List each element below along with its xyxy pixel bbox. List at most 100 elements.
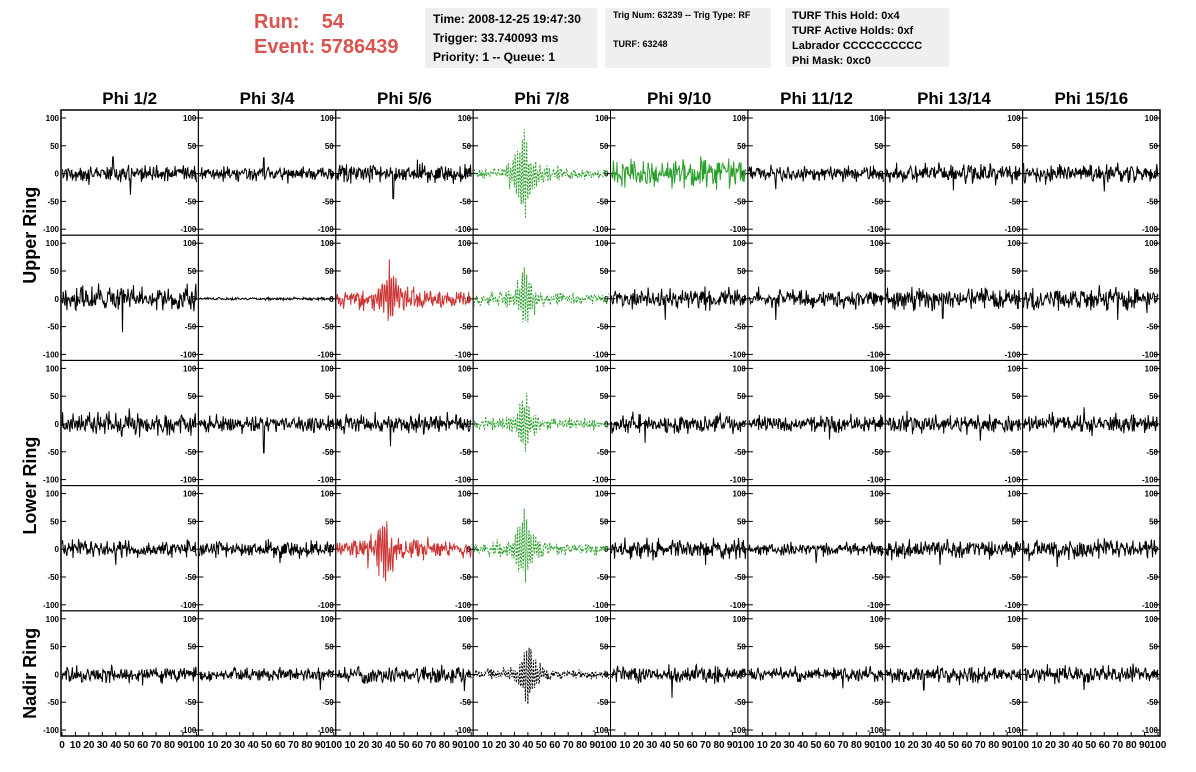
waveform-trace bbox=[61, 538, 197, 565]
x-tick-label: 40 bbox=[385, 740, 397, 751]
y-tick-label: -50 bbox=[1009, 448, 1021, 457]
waveform-trace bbox=[748, 541, 884, 564]
y-tick-label: 50 bbox=[50, 142, 59, 151]
y-tick-label: 100 bbox=[1007, 490, 1021, 499]
y-tick-label: 100 bbox=[183, 239, 197, 248]
y-tick-label: 50 bbox=[874, 643, 883, 652]
y-tick-label: -50 bbox=[1146, 197, 1158, 206]
y-tick-label: -100 bbox=[1005, 601, 1022, 610]
y-tick-label: -50 bbox=[1009, 197, 1021, 206]
event-value: 5786439 bbox=[320, 36, 399, 58]
labrador-text: Labrador CCCCCCCCCC bbox=[792, 40, 923, 52]
y-tick-label: -100 bbox=[43, 350, 60, 359]
y-tick-label: 100 bbox=[183, 615, 197, 624]
waveform-trace bbox=[885, 162, 1022, 191]
y-tick-label: 100 bbox=[870, 114, 884, 123]
y-tick-label: 50 bbox=[50, 267, 59, 276]
y-tick-label: 0 bbox=[1154, 295, 1159, 304]
y-tick-label: -100 bbox=[43, 601, 60, 610]
y-tick-label: -50 bbox=[185, 698, 197, 707]
y-tick-label: 100 bbox=[1007, 615, 1021, 624]
y-tick-label: -50 bbox=[47, 448, 59, 457]
column-label: Phi 5/6 bbox=[377, 89, 432, 108]
waveform-trace bbox=[61, 408, 197, 438]
y-tick-label: -50 bbox=[322, 698, 334, 707]
y-tick-label: 50 bbox=[187, 643, 196, 652]
y-tick-label: 50 bbox=[1149, 267, 1158, 276]
y-tick-label: -100 bbox=[867, 476, 884, 485]
y-tick-label: -100 bbox=[43, 726, 60, 735]
y-tick-label: 100 bbox=[1145, 114, 1159, 123]
waveform-trace bbox=[611, 286, 747, 320]
y-tick-label: 100 bbox=[595, 490, 609, 499]
y-tick-label: -50 bbox=[47, 197, 59, 206]
y-tick-label: 0 bbox=[879, 670, 884, 679]
x-tick-label: 60 bbox=[137, 740, 149, 751]
column-label: Phi 1/2 bbox=[102, 89, 157, 108]
y-tick-label: -50 bbox=[734, 448, 746, 457]
trig-num-text: Trig Num: 63239 -- Trig Type: RF bbox=[613, 10, 751, 20]
column-label: Phi 13/14 bbox=[917, 89, 991, 108]
x-tick-label: 20 bbox=[83, 740, 95, 751]
y-tick-label: 50 bbox=[1149, 142, 1158, 151]
waveform-trace bbox=[336, 159, 472, 200]
x-tick-label: 40 bbox=[110, 740, 122, 751]
x-tick-label: 10 bbox=[70, 740, 82, 751]
y-tick-label: -100 bbox=[730, 476, 747, 485]
y-tick-label: -100 bbox=[318, 601, 335, 610]
y-tick-label: -100 bbox=[455, 350, 472, 359]
waveform-trace bbox=[885, 665, 1022, 691]
y-tick-label: -100 bbox=[43, 225, 60, 234]
column-label: Phi 9/10 bbox=[647, 89, 711, 108]
y-tick-label: 50 bbox=[50, 643, 59, 652]
y-tick-label: -50 bbox=[734, 197, 746, 206]
y-tick-label: -50 bbox=[734, 323, 746, 332]
x-tick-label: 60 bbox=[824, 740, 836, 751]
row-label: Nadir Ring bbox=[20, 628, 40, 719]
x-tick-label: 90 bbox=[590, 740, 602, 751]
x-tick-label: 40 bbox=[797, 740, 809, 751]
y-tick-label: 50 bbox=[600, 392, 609, 401]
y-tick-label: -50 bbox=[47, 698, 59, 707]
y-tick-label: 100 bbox=[320, 364, 334, 373]
waveform-trace bbox=[198, 413, 335, 454]
y-tick-label: 50 bbox=[600, 267, 609, 276]
y-tick-label: -100 bbox=[455, 601, 472, 610]
y-tick-label: -50 bbox=[872, 197, 884, 206]
y-tick-label: 50 bbox=[737, 142, 746, 151]
y-tick-label: -50 bbox=[460, 323, 472, 332]
y-tick-label: -50 bbox=[322, 323, 334, 332]
y-tick-label: -100 bbox=[1142, 601, 1159, 610]
y-tick-label: 100 bbox=[870, 490, 884, 499]
x-tick-label: 100 bbox=[1150, 740, 1167, 751]
run-label: Run: bbox=[254, 11, 300, 33]
y-tick-label: -50 bbox=[460, 197, 472, 206]
y-tick-label: -50 bbox=[872, 323, 884, 332]
phi-mask-text: Phi Mask: 0xc0 bbox=[792, 55, 871, 67]
x-tick-label: 60 bbox=[687, 740, 699, 751]
x-tick-label: 40 bbox=[660, 740, 672, 751]
y-tick-label: 0 bbox=[55, 545, 60, 554]
x-tick-label: 30 bbox=[921, 740, 933, 751]
x-tick-label: 50 bbox=[124, 740, 136, 751]
y-tick-label: 50 bbox=[187, 142, 196, 151]
y-tick-label: -50 bbox=[597, 197, 609, 206]
x-tick-label: 100 bbox=[188, 740, 205, 751]
x-tick-label: 30 bbox=[509, 740, 521, 751]
x-tick-label: 100 bbox=[1012, 740, 1029, 751]
panel-frame bbox=[472, 610, 611, 737]
y-tick-label: 100 bbox=[46, 615, 60, 624]
waveform-trace bbox=[611, 156, 747, 190]
y-tick-label: 0 bbox=[1016, 670, 1021, 679]
x-tick-label: 70 bbox=[563, 740, 575, 751]
y-tick-label: 50 bbox=[600, 517, 609, 526]
x-tick-label: 20 bbox=[495, 740, 507, 751]
x-tick-label: 80 bbox=[576, 740, 588, 751]
column-label: Phi 11/12 bbox=[780, 89, 853, 108]
y-tick-label: 50 bbox=[1149, 392, 1158, 401]
waveform-trace bbox=[611, 537, 747, 565]
y-tick-label: 50 bbox=[600, 643, 609, 652]
x-tick-label: 50 bbox=[811, 740, 823, 751]
y-tick-label: 100 bbox=[733, 239, 747, 248]
y-tick-label: 0 bbox=[55, 295, 60, 304]
